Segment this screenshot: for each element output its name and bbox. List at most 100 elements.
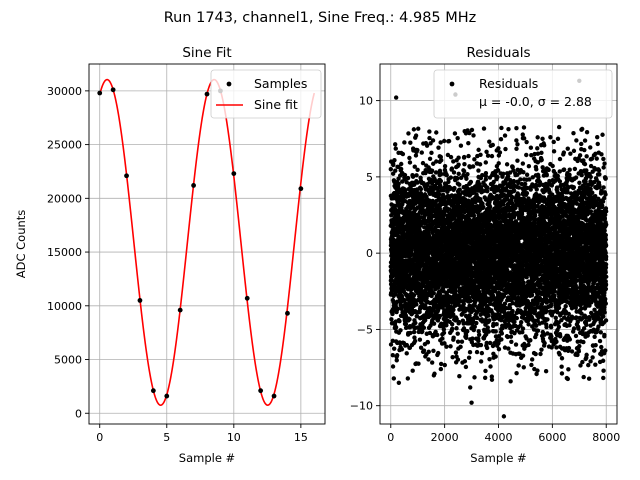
residual-point (438, 154, 443, 160)
residual-point (470, 336, 475, 341)
sample-point (97, 90, 103, 96)
residual-point (474, 320, 479, 326)
residual-point (483, 160, 488, 165)
sine-fit-x-axis-label: Sample # (179, 451, 235, 465)
residual-point (486, 313, 491, 318)
residual-point (429, 360, 435, 365)
residual-point (483, 170, 489, 176)
residual-point (487, 356, 492, 362)
sine-fit-x-tick-label: 15 (294, 431, 308, 444)
residual-point (402, 140, 407, 145)
residual-point (455, 339, 461, 344)
residual-point (514, 126, 519, 131)
residual-point (481, 204, 486, 210)
residual-point (404, 342, 410, 348)
residual-point (458, 143, 464, 148)
residual-point (412, 335, 417, 340)
residual-point (419, 150, 424, 155)
residual-point (484, 345, 490, 351)
residual-point (429, 150, 434, 156)
residual-point (493, 354, 498, 359)
residual-point (408, 330, 413, 336)
residual-point (433, 170, 439, 175)
sine-fit-y-axis-label: ADC Counts (14, 210, 28, 279)
residual-point (434, 130, 439, 135)
residual-point (448, 154, 454, 160)
residuals-axes: 0 2000 4000 6000 8000−10−50510ResidualsSampl… (350, 45, 620, 465)
residual-point (489, 377, 495, 382)
residual-point (400, 151, 406, 157)
sine-fit-plot-area (97, 78, 316, 406)
residual-point (393, 325, 399, 330)
residual-point (417, 337, 423, 342)
sample-point (204, 91, 210, 97)
residual-point (456, 162, 461, 167)
residual-point (511, 178, 516, 184)
sample-point (164, 393, 170, 399)
residual-point (396, 181, 401, 187)
residual-point (490, 142, 495, 148)
residual-point (418, 345, 424, 350)
residual-point (397, 318, 402, 324)
residual-point (499, 125, 504, 131)
residual-point (427, 156, 433, 161)
residual-point (465, 329, 470, 334)
residual-point (438, 172, 444, 177)
residual-point (412, 338, 418, 344)
residual-point (496, 146, 501, 151)
residual-point (462, 154, 467, 160)
residual-point (448, 175, 454, 180)
residual-point (457, 182, 462, 187)
residual-point (487, 139, 492, 144)
residual-point (476, 338, 481, 344)
residual-point (472, 375, 477, 380)
residual-point (389, 278, 395, 283)
sample-point (110, 87, 116, 93)
residual-point (438, 140, 443, 145)
residual-point (495, 174, 500, 180)
residual-point (519, 320, 524, 325)
residual-point (496, 346, 502, 352)
residual-point (426, 349, 431, 355)
residual-point (496, 161, 501, 166)
residual-point (444, 323, 449, 328)
residual-point (516, 363, 521, 368)
residual-point (510, 308, 515, 314)
residual-point (393, 146, 398, 151)
residual-point (494, 322, 499, 327)
residual-point (514, 315, 520, 321)
residual-point (411, 293, 417, 298)
residual-point (515, 158, 520, 163)
residual-point (449, 166, 455, 171)
residual-point (444, 344, 449, 349)
residual-point (390, 338, 395, 343)
residual-point (489, 153, 495, 159)
residual-point (431, 321, 437, 326)
residual-point (455, 357, 461, 362)
sine-fit-y-tick-label: 10000 (47, 300, 82, 313)
residual-point (481, 126, 487, 131)
residual-point (462, 161, 467, 167)
residual-point (469, 127, 475, 133)
residual-point (429, 168, 435, 173)
residual-point (393, 168, 398, 173)
sine-fit-y-tick-label: 0 (75, 407, 82, 420)
residual-point (486, 329, 491, 334)
residual-point (509, 339, 514, 344)
residual-point (438, 361, 444, 367)
sample-point (191, 183, 196, 188)
residual-point (390, 364, 396, 369)
residual-point (456, 319, 462, 325)
residual-point (427, 135, 432, 141)
sine-fit-axes-frame (88, 63, 326, 425)
residual-point (442, 163, 448, 169)
residual-point (414, 173, 419, 178)
residual-point (421, 203, 426, 209)
residual-point (472, 324, 477, 330)
sine-fit-x-tick-label: 0 (96, 431, 103, 444)
residual-point (466, 355, 472, 360)
residual-point (403, 321, 409, 327)
residual-point (389, 317, 394, 322)
residual-point (497, 150, 503, 155)
